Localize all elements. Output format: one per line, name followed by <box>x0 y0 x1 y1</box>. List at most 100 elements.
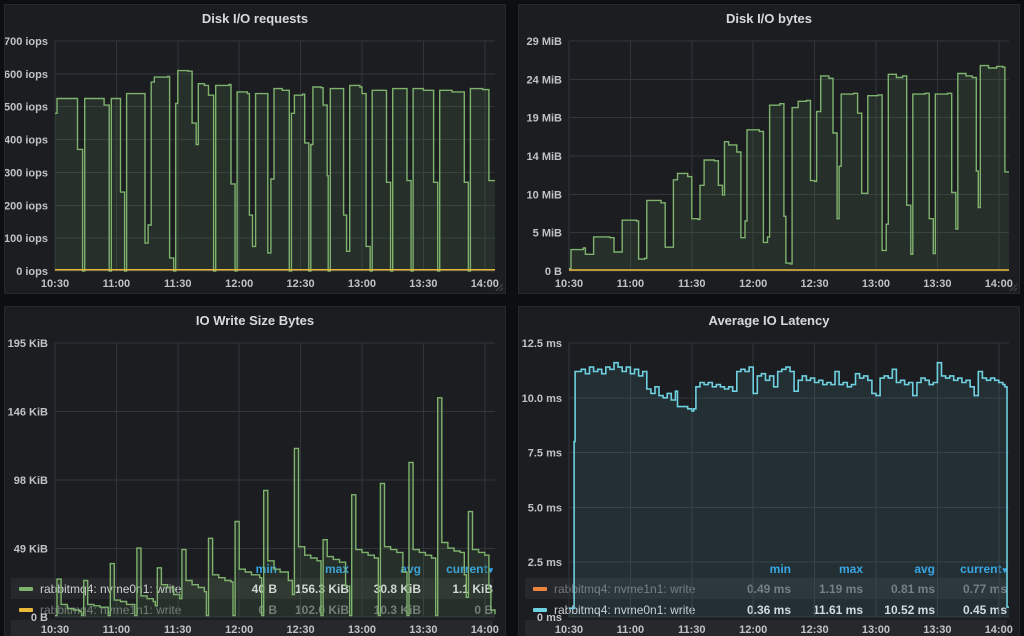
legend-row-empty <box>525 620 1007 636</box>
series-color-swatch <box>19 586 33 591</box>
legend-sort-current[interactable]: current▾ <box>446 561 493 576</box>
series-fill <box>55 397 495 617</box>
legend-value-max: 156.3 KiB <box>294 581 349 596</box>
x-tick-label: 11:30 <box>164 278 192 290</box>
y-tick-label: 146 KiB <box>8 407 48 419</box>
y-tick-label: 98 KiB <box>14 475 48 487</box>
panel-resize-grip-icon[interactable] <box>1008 282 1017 291</box>
y-tick-label: 500 iops <box>5 102 48 114</box>
panel-title-io-write-size-bytes[interactable]: IO Write Size Bytes <box>195 312 315 328</box>
legend-header: min max avg current▾ <box>525 559 1007 578</box>
series-name: rabbitmq4: nvme1n1: write <box>554 581 696 596</box>
x-tick-label: 12:00 <box>739 278 767 290</box>
y-tick-label: 14 MiB <box>527 151 563 163</box>
x-tick-label: 12:30 <box>287 624 315 636</box>
y-tick-label: 0 B <box>545 266 562 278</box>
series-line <box>569 64 1009 270</box>
x-tick-label: 10:30 <box>41 624 69 636</box>
y-tick-label: 19 MiB <box>527 113 563 125</box>
series-fill <box>569 65 1009 271</box>
y-tick-label: 5.0 ms <box>528 502 562 514</box>
legend-value-avg: 10.52 ms <box>884 602 935 617</box>
series-fill <box>569 362 1009 617</box>
series-fill <box>55 70 495 271</box>
y-tick-label: 12.5 ms <box>522 338 562 350</box>
legend-value-avg: 0.81 ms <box>890 581 935 596</box>
legend-sort-avg[interactable]: avg <box>914 561 935 576</box>
x-tick-label: 10:30 <box>555 278 583 290</box>
legend-value-max: 11.61 ms <box>812 602 863 617</box>
x-tick-label: 13:00 <box>862 624 890 636</box>
y-tick-label: 10.0 ms <box>522 393 562 405</box>
plot-svg: 0 ms 2.5 ms 5.0 ms 7.5 ms 10.0 ms 12.5 ms 10:3… <box>522 338 1013 636</box>
x-tick-label: 12:00 <box>225 624 253 636</box>
legend-row-empty <box>11 620 493 636</box>
legend-sort-max[interactable]: max <box>838 561 863 576</box>
y-tick-label: 49 KiB <box>14 544 48 556</box>
legend-io-write-size-bytes: min max avg current▾ rabbitmq4: nvme0n1: wri… <box>5 557 505 636</box>
chart-disk-io-requests[interactable]: 0 iops 100 iops 200 iops 300 iops 400 iops 50… <box>5 31 505 293</box>
plot-svg: 0 iops 100 iops 200 iops 300 iops 400 iops 50… <box>5 36 499 290</box>
x-tick-label: 12:30 <box>801 624 829 636</box>
y-tick-label: 29 MiB <box>527 36 563 48</box>
chart-io-write-size-bytes[interactable]: 0 B 49 KiB 98 KiB 146 KiB 195 KiB 10:30 11:00 1… <box>5 333 505 636</box>
series-color-swatch <box>533 607 547 612</box>
legend-value-current: 0 B <box>474 602 493 617</box>
panel-title-disk-io-requests[interactable]: Disk I/O requests <box>201 10 309 26</box>
legend-value-current: 0.77 ms <box>962 581 1007 596</box>
x-tick-label: 11:00 <box>617 624 645 636</box>
panel-title-average-io-latency[interactable]: Average IO Latency <box>708 312 830 328</box>
y-tick-label: 10 MiB <box>527 189 563 201</box>
x-tick-label: 13:30 <box>409 278 437 290</box>
panel-disk-io-requests: Disk I/O requests 0 iops 100 iops 200 iops… <box>4 4 506 294</box>
panel-io-write-size-bytes: IO Write Size Bytes 0 B 49 KiB 98 KiB 146 K… <box>4 306 506 636</box>
x-tick-label: 13:00 <box>348 624 376 636</box>
sort-caret-icon: ▾ <box>488 564 493 575</box>
legend-value-min: 0.36 ms <box>746 602 791 617</box>
y-tick-label: 0 ms <box>537 612 562 624</box>
legend-series-toggle[interactable]: rabbitmq4: nvme0n1: write <box>525 603 719 617</box>
panel-resize-grip-icon[interactable] <box>494 282 503 291</box>
y-tick-label: 0 B <box>31 612 48 624</box>
x-tick-label: 11:00 <box>617 278 645 290</box>
series-color-swatch <box>19 607 33 612</box>
x-tick-label: 12:00 <box>225 278 253 290</box>
y-tick-label: 400 iops <box>5 135 48 147</box>
x-tick-label: 11:30 <box>678 278 706 290</box>
y-tick-label: 7.5 ms <box>528 448 562 460</box>
x-tick-label: 13:30 <box>923 278 951 290</box>
plot-svg: 0 B 49 KiB 98 KiB 146 KiB 195 KiB 10:30 11:00 1… <box>8 338 499 636</box>
legend-value-min: 0 B <box>258 602 277 617</box>
series-line <box>569 361 1009 609</box>
y-tick-label: 24 MiB <box>527 74 563 86</box>
x-tick-label: 12:30 <box>287 278 315 290</box>
legend-series-toggle[interactable]: rabbitmq4: nvme1n1: write <box>525 582 719 596</box>
y-tick-label: 600 iops <box>5 69 48 81</box>
series-color-swatch <box>533 586 547 591</box>
legend-value-min: 0.49 ms <box>746 581 791 596</box>
panel-average-io-latency: Average IO Latency 0 ms 2.5 ms 5.0 ms 7.5 m… <box>518 306 1020 636</box>
plot-svg: 0 B 5 MiB 10 MiB 14 MiB 19 MiB 24 MiB 29 MiB 10… <box>527 36 1013 290</box>
x-tick-label: 11:00 <box>103 624 131 636</box>
series-line <box>55 397 496 617</box>
y-tick-label: 195 KiB <box>8 338 48 350</box>
panel-title-disk-io-bytes[interactable]: Disk I/O bytes <box>726 10 812 26</box>
x-tick-label: 13:30 <box>409 624 437 636</box>
legend-sort-min[interactable]: min <box>255 561 277 576</box>
legend-sort-max[interactable]: max <box>324 561 349 576</box>
x-tick-label: 13:00 <box>348 278 376 290</box>
x-tick-label: 14:00 <box>471 278 499 290</box>
legend-value-max: 102.0 KiB <box>294 602 349 617</box>
chart-disk-io-bytes[interactable]: 0 B 5 MiB 10 MiB 14 MiB 19 MiB 24 MiB 29 MiB 10… <box>519 31 1019 293</box>
legend-average-io-latency: min max avg current▾ rabbitmq4: nvme1n1: wri… <box>519 557 1019 636</box>
y-tick-label: 700 iops <box>5 36 48 48</box>
legend-header: min max avg current▾ <box>11 559 493 578</box>
y-tick-label: 2.5 ms <box>528 557 562 569</box>
legend-sort-current[interactable]: current▾ <box>960 561 1007 576</box>
x-tick-label: 10:30 <box>41 278 69 290</box>
chart-average-io-latency[interactable]: 0 ms 2.5 ms 5.0 ms 7.5 ms 10.0 ms 12.5 ms 10:3… <box>519 333 1019 636</box>
legend-row: rabbitmq4: nvme0n1: write 0.36 ms 11.61 ms… <box>525 599 1007 620</box>
y-tick-label: 0 iops <box>16 266 48 278</box>
legend-sort-min[interactable]: min <box>769 561 791 576</box>
